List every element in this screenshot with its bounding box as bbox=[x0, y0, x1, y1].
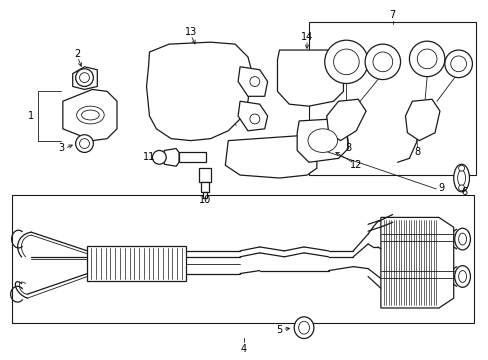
Text: 3: 3 bbox=[58, 144, 64, 153]
Circle shape bbox=[408, 41, 444, 77]
Polygon shape bbox=[200, 182, 208, 192]
Text: 12: 12 bbox=[349, 160, 362, 170]
Polygon shape bbox=[63, 89, 117, 141]
Ellipse shape bbox=[294, 317, 313, 338]
Text: 9: 9 bbox=[438, 183, 444, 193]
Ellipse shape bbox=[458, 271, 466, 282]
Polygon shape bbox=[380, 217, 453, 308]
Polygon shape bbox=[405, 99, 439, 141]
Text: 8: 8 bbox=[413, 148, 420, 157]
Ellipse shape bbox=[454, 266, 469, 287]
Ellipse shape bbox=[307, 129, 337, 152]
Text: 6: 6 bbox=[461, 187, 467, 197]
Text: 11: 11 bbox=[143, 152, 155, 162]
Text: 2: 2 bbox=[74, 49, 81, 59]
Circle shape bbox=[80, 139, 89, 148]
Circle shape bbox=[76, 69, 93, 86]
Text: 14: 14 bbox=[300, 32, 312, 42]
Ellipse shape bbox=[81, 110, 99, 120]
Polygon shape bbox=[73, 67, 97, 89]
Text: 7: 7 bbox=[389, 10, 395, 19]
Polygon shape bbox=[277, 50, 343, 106]
Ellipse shape bbox=[298, 321, 309, 334]
Circle shape bbox=[80, 73, 89, 82]
Circle shape bbox=[416, 49, 436, 69]
Circle shape bbox=[458, 185, 464, 191]
Polygon shape bbox=[202, 192, 206, 198]
Ellipse shape bbox=[458, 233, 466, 245]
Text: 8: 8 bbox=[345, 144, 351, 153]
Bar bbox=[308, 22, 475, 175]
Text: 1: 1 bbox=[28, 111, 34, 121]
Polygon shape bbox=[146, 42, 251, 141]
Text: 5: 5 bbox=[276, 325, 282, 335]
Circle shape bbox=[324, 40, 367, 84]
Circle shape bbox=[365, 44, 400, 80]
Circle shape bbox=[249, 114, 259, 124]
Text: 4: 4 bbox=[241, 345, 246, 354]
Circle shape bbox=[76, 135, 93, 152]
Polygon shape bbox=[87, 246, 185, 282]
Polygon shape bbox=[326, 99, 366, 141]
Circle shape bbox=[450, 56, 466, 72]
Bar bbox=[12, 195, 473, 323]
Ellipse shape bbox=[453, 164, 468, 192]
Polygon shape bbox=[225, 136, 316, 178]
Polygon shape bbox=[238, 101, 267, 131]
Text: 13: 13 bbox=[184, 27, 197, 37]
Polygon shape bbox=[164, 148, 179, 166]
Polygon shape bbox=[238, 67, 267, 96]
Ellipse shape bbox=[77, 106, 104, 124]
Ellipse shape bbox=[457, 170, 465, 186]
Polygon shape bbox=[198, 168, 210, 182]
Polygon shape bbox=[297, 119, 347, 162]
Circle shape bbox=[152, 150, 166, 164]
Circle shape bbox=[372, 52, 392, 72]
Circle shape bbox=[249, 77, 259, 86]
Circle shape bbox=[444, 50, 471, 78]
Ellipse shape bbox=[454, 228, 469, 250]
Polygon shape bbox=[179, 152, 205, 162]
Text: 10: 10 bbox=[198, 195, 210, 205]
Circle shape bbox=[458, 165, 464, 171]
Circle shape bbox=[333, 49, 359, 75]
